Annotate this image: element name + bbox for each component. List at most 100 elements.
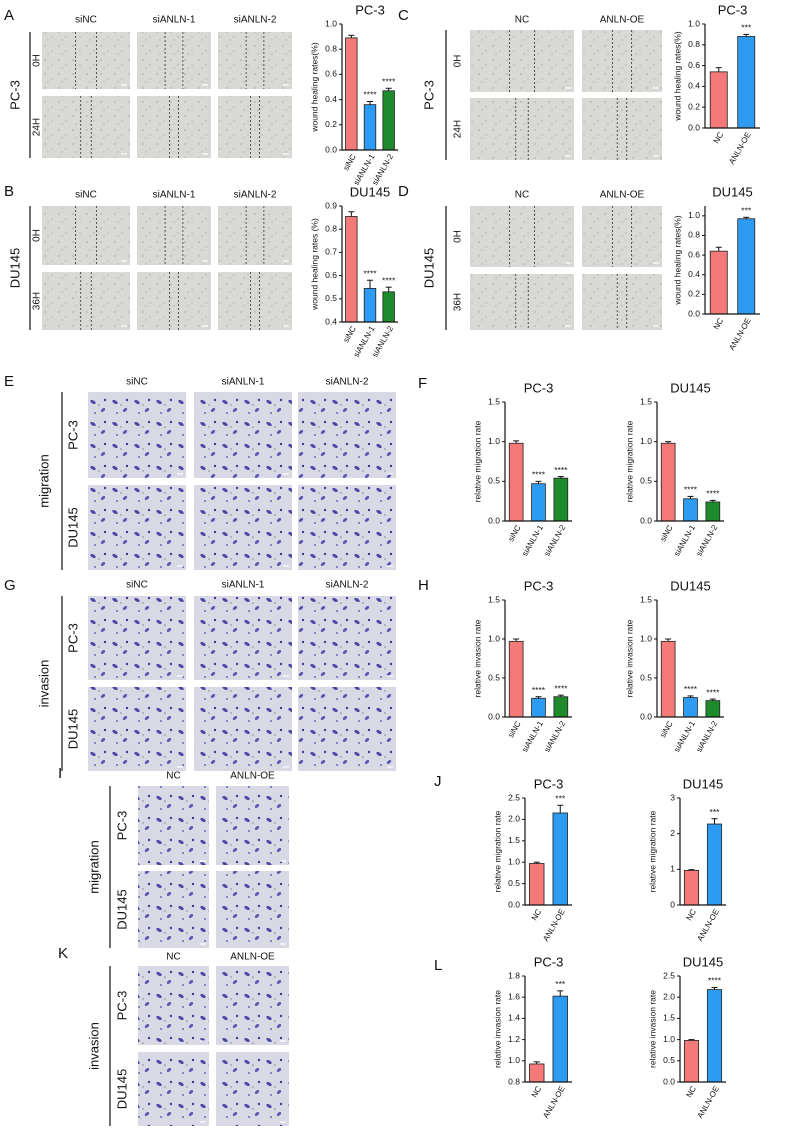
x-tick-label: siNC	[341, 324, 358, 344]
x-tick-label: siNC	[658, 719, 675, 739]
bar	[508, 640, 524, 718]
y-tick-label: 0.7	[325, 247, 337, 257]
y-tick-label: 0.2	[688, 101, 700, 111]
micrograph	[88, 687, 186, 771]
bar	[705, 700, 721, 718]
significance: ****	[708, 976, 722, 986]
y-tick-label: 0.0	[325, 144, 337, 154]
y-tick-label: 1.6	[508, 991, 520, 1001]
x-tick-label: NC	[530, 907, 544, 922]
y-tick-label: 0.4	[688, 81, 700, 91]
y-tick-label: 0.8	[688, 230, 700, 240]
chart-title: PC-3	[355, 2, 385, 17]
y-tick-label: 1.0	[688, 18, 700, 28]
significance: ****	[684, 485, 698, 495]
significance: ***	[741, 23, 752, 33]
panel-letter: G	[4, 577, 16, 594]
significance: ****	[684, 684, 698, 694]
significance: ****	[382, 77, 396, 87]
side-label: migration	[36, 454, 51, 507]
y-tick-label: 0.0	[688, 308, 700, 318]
y-tick-label: 0.5	[640, 672, 652, 682]
bar	[363, 104, 377, 151]
chart-title: PC-3	[534, 776, 564, 791]
column-label: siANLN-1	[222, 377, 265, 388]
y-tick-label: 0	[670, 899, 675, 909]
x-tick-label: NC	[684, 907, 698, 922]
micrograph	[470, 274, 574, 330]
row-label: 36H	[453, 293, 464, 311]
micrograph	[137, 32, 211, 89]
panel-letter: I	[58, 765, 62, 782]
y-tick-label: 1.5	[640, 594, 652, 604]
y-tick-label: 3	[670, 792, 675, 802]
significance: ****	[554, 683, 568, 693]
y-tick-label: 0.5	[640, 476, 652, 486]
bar	[553, 696, 569, 718]
micrograph	[582, 98, 662, 160]
chart-title: DU145	[670, 578, 710, 593]
bar	[683, 697, 698, 718]
x-tick-label: ANLN-OE	[541, 1085, 567, 1120]
y-tick-label: 2	[670, 828, 675, 838]
micrograph	[216, 1052, 289, 1126]
y-tick-label: 0.6	[325, 270, 337, 280]
y-tick-label: 1.2	[508, 1034, 520, 1044]
bar	[709, 250, 728, 315]
y-tick-label: 0.6	[688, 60, 700, 70]
bar	[531, 697, 546, 718]
x-tick-label: ANLN-OE	[695, 1085, 721, 1120]
significance: ***	[555, 794, 566, 804]
column-label: siANLN-2	[234, 190, 277, 201]
panel-letter: K	[58, 945, 68, 962]
y-tick-label: 1.8	[508, 970, 520, 980]
y-tick-label: 0.4	[325, 94, 337, 104]
row-label: DU145	[114, 889, 129, 929]
x-tick-label: siANLN-2	[542, 523, 567, 558]
y-axis-label: relative invasion rate	[492, 990, 502, 1068]
y-tick-label: 0.0	[508, 899, 520, 909]
y-tick-label: 0.5	[508, 878, 520, 888]
micrograph	[42, 272, 130, 330]
chart-title: PC-3	[534, 954, 564, 969]
bar	[705, 501, 721, 522]
side-label: PC-3	[7, 80, 22, 110]
column-label: siANLN-1	[153, 15, 196, 26]
micrograph	[138, 966, 209, 1045]
column-label: NC	[166, 952, 180, 963]
y-tick-label: 0.2	[325, 119, 337, 129]
chart-title: DU145	[712, 184, 752, 199]
column-label: siNC	[75, 190, 97, 201]
y-tick-label: 0.4	[325, 316, 337, 326]
y-tick-label: 1.0	[325, 18, 337, 28]
bar	[382, 291, 395, 323]
significance: ****	[532, 470, 546, 480]
y-axis-label: wound healing rates (%)	[309, 218, 319, 311]
row-label: DU145	[65, 507, 80, 547]
row-label: 24H	[32, 118, 43, 136]
chart-title: DU145	[683, 954, 723, 969]
y-tick-label: 0.5	[325, 293, 337, 303]
y-tick-label: 1.5	[488, 594, 500, 604]
y-tick-label: 2.5	[508, 792, 520, 802]
row-label: DU145	[65, 709, 80, 749]
y-tick-label: 0.5	[488, 476, 500, 486]
x-tick-label: siNC	[506, 719, 523, 739]
x-tick-label: siANLN-1	[672, 523, 697, 558]
chart-title: DU145	[683, 776, 723, 791]
x-tick-label: NC	[712, 130, 726, 145]
micrograph	[298, 596, 396, 680]
column-label: siANLN-1	[153, 190, 196, 201]
chart-title: DU145	[670, 380, 710, 395]
bar	[529, 863, 545, 906]
row-label: 0H	[453, 230, 464, 243]
significance: ***	[710, 807, 721, 817]
micrograph	[218, 32, 292, 89]
y-tick-label: 0.5	[488, 672, 500, 682]
panel-letter: F	[418, 375, 427, 392]
y-tick-label: 1.4	[508, 1013, 520, 1023]
micrograph	[194, 687, 292, 771]
bar	[683, 498, 698, 522]
y-tick-label: 0.9	[325, 200, 337, 210]
x-tick-label: ANLN-OE	[695, 908, 721, 943]
